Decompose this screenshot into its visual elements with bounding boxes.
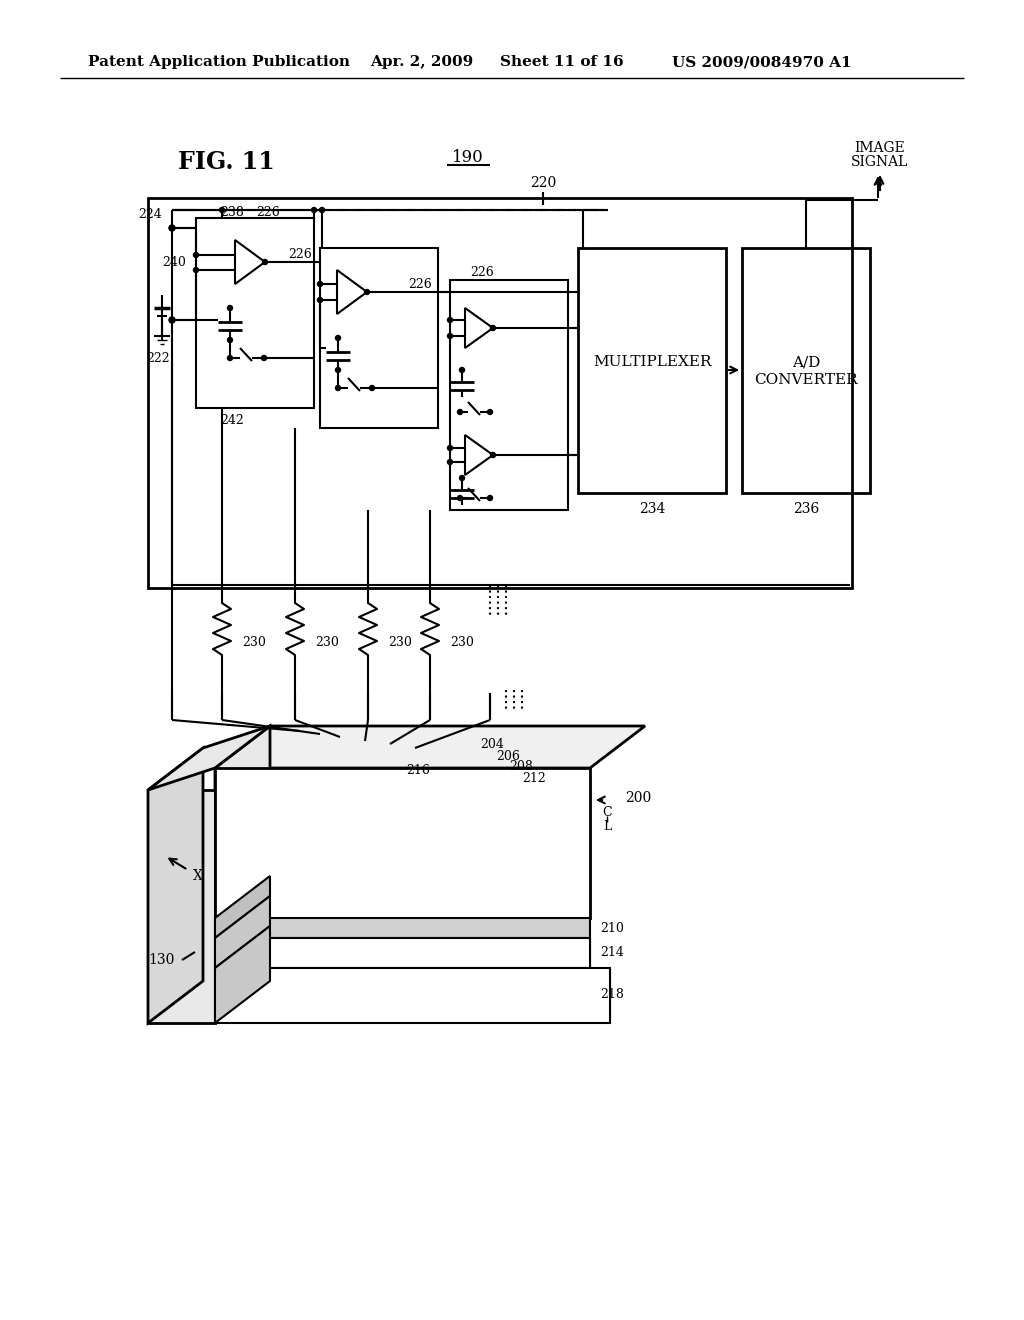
Bar xyxy=(148,198,852,587)
Text: 226: 226 xyxy=(409,277,432,290)
Text: IMAGE: IMAGE xyxy=(855,141,905,154)
Text: 218: 218 xyxy=(600,989,624,1002)
Text: Patent Application Publication: Patent Application Publication xyxy=(88,55,350,69)
Bar xyxy=(319,248,438,428)
Text: 210: 210 xyxy=(600,921,624,935)
Circle shape xyxy=(261,355,266,360)
Text: US 2009/0084970 A1: US 2009/0084970 A1 xyxy=(672,55,852,69)
Text: Sheet 11 of 16: Sheet 11 of 16 xyxy=(500,55,624,69)
Text: 230: 230 xyxy=(388,636,412,649)
Polygon shape xyxy=(148,726,270,789)
Circle shape xyxy=(311,207,316,213)
Circle shape xyxy=(336,335,341,341)
Text: 190: 190 xyxy=(453,149,484,165)
Circle shape xyxy=(336,367,341,372)
Text: 224: 224 xyxy=(138,209,162,222)
Polygon shape xyxy=(215,896,270,968)
Text: 206: 206 xyxy=(496,750,520,763)
Circle shape xyxy=(365,289,370,294)
Circle shape xyxy=(490,326,496,330)
Bar xyxy=(578,248,726,492)
Text: 222: 222 xyxy=(146,351,170,364)
Circle shape xyxy=(219,207,224,213)
Text: 204: 204 xyxy=(480,738,504,751)
Text: Apr. 2, 2009: Apr. 2, 2009 xyxy=(370,55,473,69)
Polygon shape xyxy=(215,876,270,939)
Text: 226: 226 xyxy=(288,248,312,260)
Circle shape xyxy=(227,305,232,310)
Text: 208: 208 xyxy=(509,759,532,772)
Text: SIGNAL: SIGNAL xyxy=(851,154,908,169)
Polygon shape xyxy=(215,726,270,917)
Polygon shape xyxy=(215,939,590,968)
Circle shape xyxy=(490,453,496,458)
Circle shape xyxy=(458,495,463,500)
Text: L: L xyxy=(603,820,611,833)
Circle shape xyxy=(336,385,341,391)
Circle shape xyxy=(458,409,463,414)
Text: 200: 200 xyxy=(625,791,651,805)
Text: 230: 230 xyxy=(315,636,339,649)
Polygon shape xyxy=(215,726,645,768)
Circle shape xyxy=(487,495,493,500)
Text: CONVERTER: CONVERTER xyxy=(755,374,858,387)
Text: 238: 238 xyxy=(220,206,244,219)
Circle shape xyxy=(370,385,375,391)
Circle shape xyxy=(317,281,323,286)
Circle shape xyxy=(194,252,199,257)
Polygon shape xyxy=(215,968,610,1023)
Circle shape xyxy=(194,268,199,272)
Bar xyxy=(450,280,568,510)
Circle shape xyxy=(170,318,174,322)
Text: 234: 234 xyxy=(639,502,666,516)
Circle shape xyxy=(169,317,175,323)
Text: 230: 230 xyxy=(450,636,474,649)
Polygon shape xyxy=(215,768,590,917)
Circle shape xyxy=(317,297,323,302)
Text: 212: 212 xyxy=(522,771,546,784)
Text: 240: 240 xyxy=(162,256,186,269)
Circle shape xyxy=(169,224,175,231)
Circle shape xyxy=(447,334,453,338)
Circle shape xyxy=(447,446,453,450)
Bar xyxy=(196,218,314,408)
Text: 226: 226 xyxy=(470,265,494,279)
Text: 236: 236 xyxy=(793,502,819,516)
Text: 214: 214 xyxy=(600,946,624,960)
Circle shape xyxy=(262,260,267,264)
Bar xyxy=(148,789,215,1023)
Polygon shape xyxy=(215,927,270,1023)
Text: FIG. 11: FIG. 11 xyxy=(178,150,274,174)
Text: A/D: A/D xyxy=(792,355,820,370)
Polygon shape xyxy=(148,748,203,1023)
Text: MULTIPLEXER: MULTIPLEXER xyxy=(593,355,712,370)
Bar xyxy=(742,248,870,492)
Circle shape xyxy=(487,409,493,414)
Circle shape xyxy=(170,226,174,231)
Circle shape xyxy=(460,475,465,480)
Circle shape xyxy=(227,355,232,360)
Text: 220: 220 xyxy=(529,176,556,190)
Text: 130: 130 xyxy=(148,953,175,968)
Circle shape xyxy=(227,338,232,342)
Text: 216: 216 xyxy=(407,763,430,776)
Circle shape xyxy=(447,459,453,465)
Text: 226: 226 xyxy=(256,206,280,219)
Text: X: X xyxy=(193,869,203,883)
Polygon shape xyxy=(215,917,590,939)
Circle shape xyxy=(319,207,325,213)
Text: C: C xyxy=(602,805,611,818)
Text: 230: 230 xyxy=(242,636,266,649)
Circle shape xyxy=(460,367,465,372)
Circle shape xyxy=(447,318,453,322)
Text: 242: 242 xyxy=(220,413,244,426)
